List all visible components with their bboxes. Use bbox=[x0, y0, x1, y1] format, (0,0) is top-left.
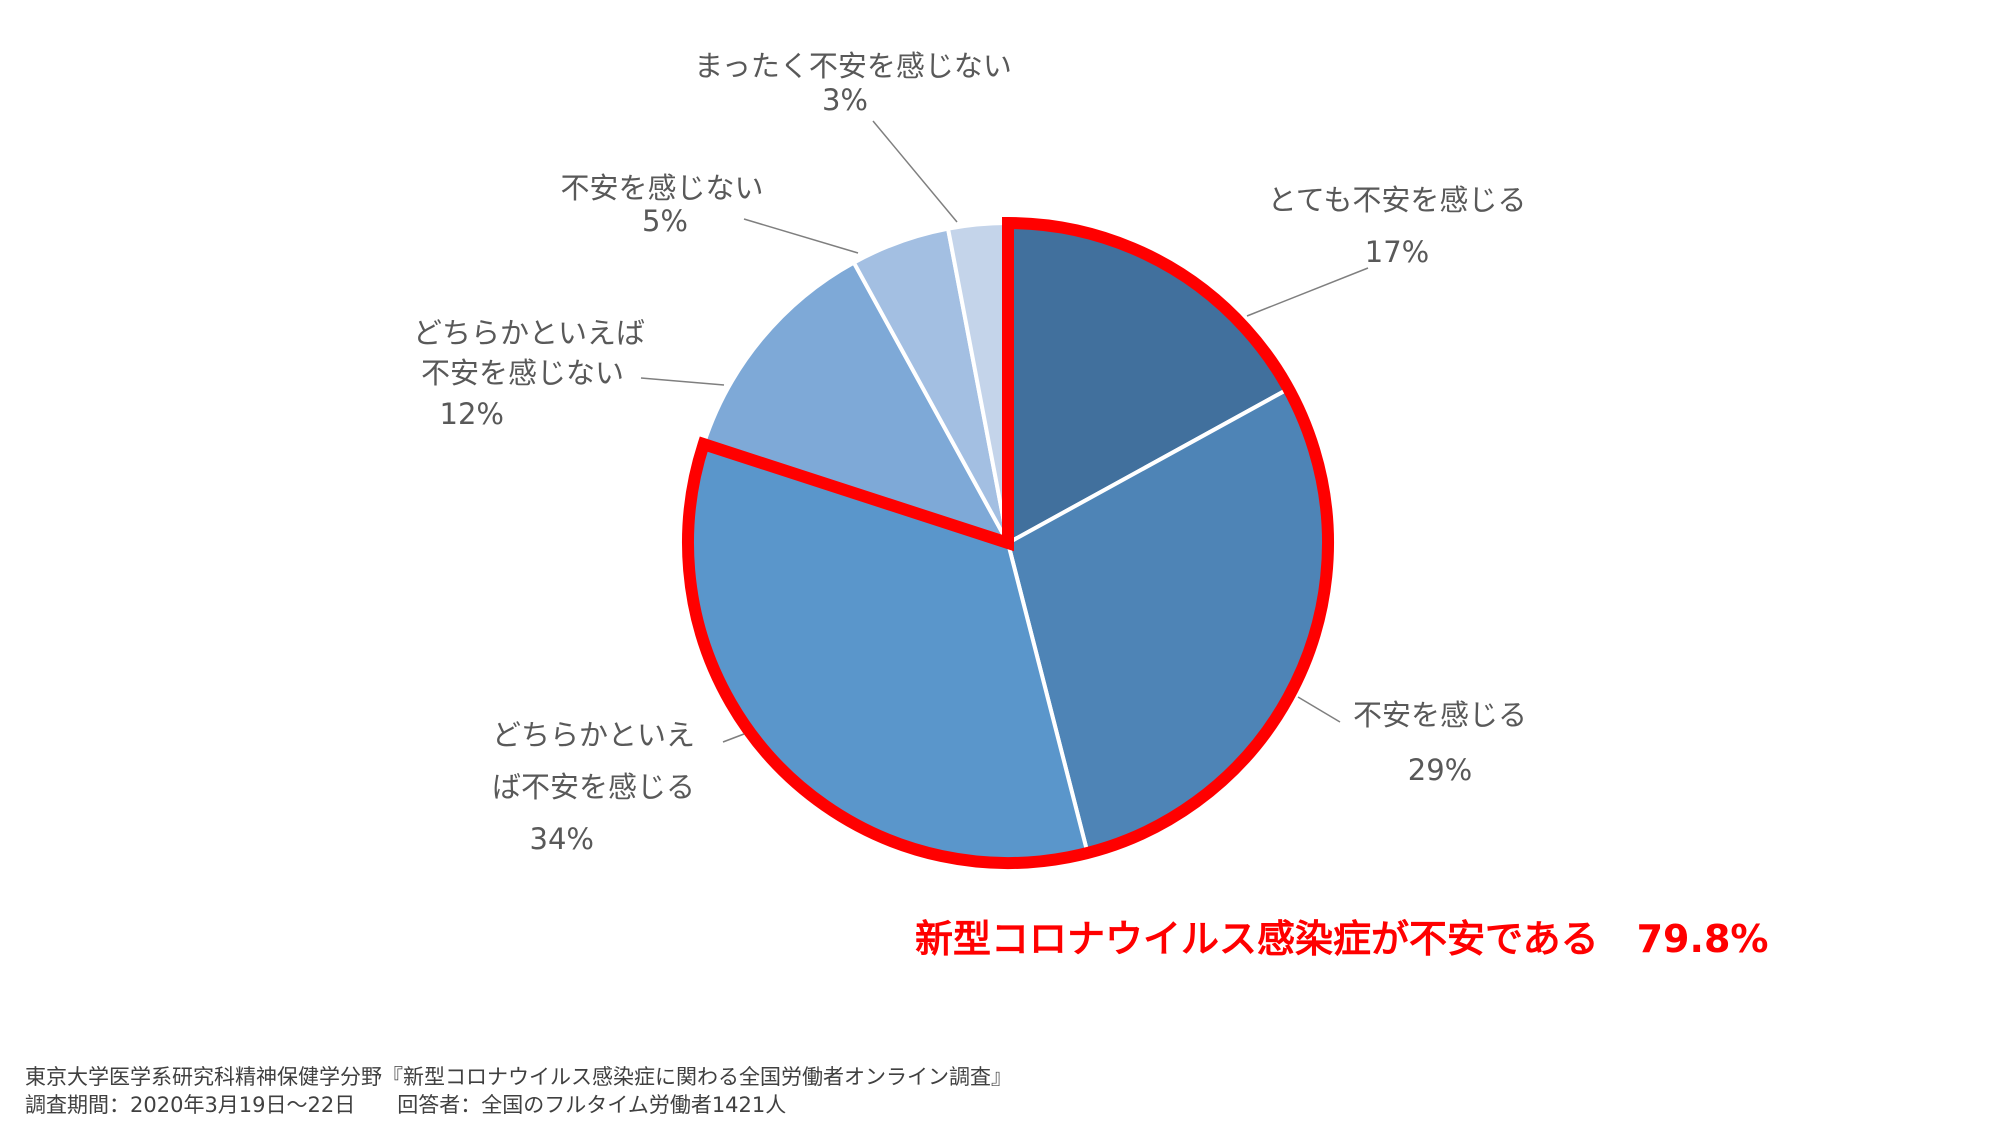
leader-line-4 bbox=[743, 218, 859, 254]
slice-value-label-4: 5% bbox=[642, 204, 688, 238]
leader-line-0 bbox=[1246, 267, 1369, 317]
slice-label-3-1: 不安を感じない bbox=[421, 356, 624, 390]
slice-label-2-1: ば不安を感じる bbox=[492, 770, 695, 804]
source-note-line1: 東京大学医学系研究科精神保健学分野『新型コロナウイルス感染症に関わる全国労働者オ… bbox=[25, 1065, 1012, 1089]
highlight-outline bbox=[682, 216, 1334, 869]
slice-label-1-0: 不安を感じる bbox=[1353, 698, 1527, 732]
slice-label-0-0: とても不安を感じる bbox=[1268, 183, 1527, 217]
leader-line-5 bbox=[872, 120, 958, 223]
leader-line-1 bbox=[1297, 696, 1341, 723]
slice-label-4-0: 不安を感じない bbox=[560, 171, 763, 205]
leader-line-3 bbox=[640, 377, 725, 386]
slice-label-5-0: まったく不安を感じない bbox=[694, 49, 1012, 83]
slice-value-label-3: 12% bbox=[440, 397, 504, 431]
pie-slice-3 bbox=[701, 259, 1013, 547]
highlight-annotation: 新型コロナウイルス感染症が不安である 79.8% bbox=[915, 917, 1769, 961]
leader-line-2 bbox=[722, 733, 745, 743]
slice-value-label-1: 29% bbox=[1408, 753, 1472, 787]
source-note-line2: 調査期間：2020年3月19日～22日 回答者：全国のフルタイム労働者1421人 bbox=[25, 1093, 787, 1117]
slice-label-3-0: どちらかといえば bbox=[413, 316, 645, 350]
slice-value-label-0: 17% bbox=[1365, 235, 1429, 269]
slice-label-2-0: どちらかといえ bbox=[492, 718, 695, 752]
slice-value-label-5: 3% bbox=[822, 83, 868, 117]
slice-value-label-2: 34% bbox=[530, 822, 594, 856]
